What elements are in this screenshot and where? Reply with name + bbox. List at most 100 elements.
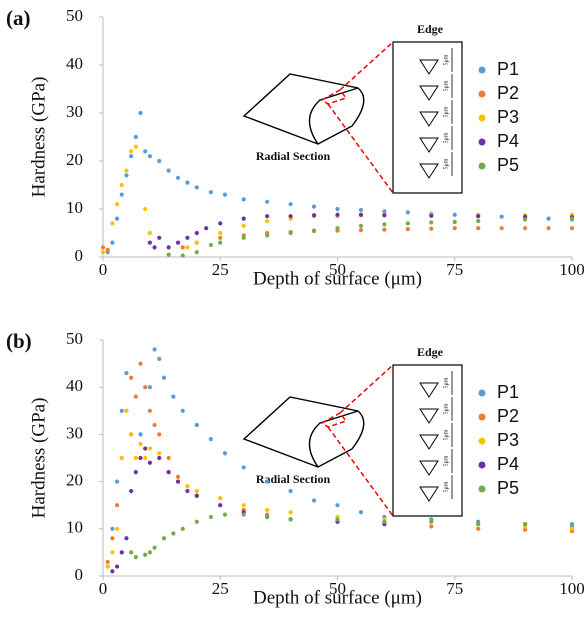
annotation: Edge xyxy=(417,345,444,359)
point xyxy=(100,250,106,255)
point xyxy=(265,514,270,520)
zoom-box xyxy=(392,364,463,517)
point xyxy=(476,526,481,531)
point xyxy=(429,213,434,218)
point xyxy=(241,223,246,228)
point xyxy=(166,470,171,475)
y-tick-label: 50 xyxy=(66,329,83,348)
point xyxy=(358,223,364,228)
indent xyxy=(419,434,439,450)
point xyxy=(288,510,293,515)
point xyxy=(105,559,110,564)
scale-label: 5μm xyxy=(443,377,449,388)
point xyxy=(452,219,457,225)
point xyxy=(185,235,190,240)
point xyxy=(335,517,340,522)
panel: (a) 0 10 20 30 40 50 0 25 50 75 100 Depth of surface… xyxy=(6,6,585,290)
point xyxy=(265,479,270,484)
point xyxy=(218,496,223,501)
point xyxy=(147,385,152,390)
point xyxy=(157,455,162,461)
legend-swatch xyxy=(478,437,486,445)
y-tick-label: 20 xyxy=(66,471,83,490)
point xyxy=(194,250,199,255)
point xyxy=(288,488,293,494)
point xyxy=(129,432,134,437)
point xyxy=(452,226,457,231)
point xyxy=(114,564,120,569)
point xyxy=(194,493,199,498)
point xyxy=(147,446,152,451)
point xyxy=(311,228,317,233)
legend-label: P2 xyxy=(497,83,519,103)
legend-swatch xyxy=(478,138,486,146)
point xyxy=(405,221,410,226)
point xyxy=(138,432,143,437)
point xyxy=(218,221,223,226)
point xyxy=(358,510,364,515)
point xyxy=(152,245,157,250)
point xyxy=(265,199,270,204)
point xyxy=(288,517,293,522)
point xyxy=(152,422,157,428)
point xyxy=(569,526,575,531)
y-tick-label: 0 xyxy=(75,246,84,265)
point xyxy=(429,226,434,231)
point xyxy=(288,214,293,219)
point xyxy=(429,519,434,524)
point xyxy=(208,514,213,520)
point xyxy=(499,214,504,219)
scale-label: 5μm xyxy=(443,481,449,492)
indent xyxy=(419,408,439,424)
point xyxy=(335,212,340,217)
y-tick-label: 10 xyxy=(66,518,83,537)
indent xyxy=(419,460,439,476)
x-tick-label: 50 xyxy=(329,579,346,598)
point xyxy=(129,550,134,555)
x-tick-label: 50 xyxy=(329,260,346,279)
point xyxy=(166,168,171,173)
point xyxy=(110,569,115,574)
point xyxy=(180,408,185,413)
point xyxy=(110,550,115,555)
point xyxy=(476,226,481,231)
point xyxy=(194,240,199,245)
point xyxy=(185,180,190,185)
point xyxy=(143,149,148,154)
legend-swatch xyxy=(478,114,486,122)
point xyxy=(476,214,481,219)
point xyxy=(382,213,387,218)
point xyxy=(523,521,528,527)
legend-label: P2 xyxy=(497,406,519,426)
point xyxy=(157,235,162,240)
x-tick-label: 75 xyxy=(446,260,463,279)
point xyxy=(147,408,152,413)
point xyxy=(157,432,162,437)
point xyxy=(166,245,171,250)
point xyxy=(133,134,138,140)
x-tick-label: 100 xyxy=(559,579,585,598)
point xyxy=(311,498,317,503)
point xyxy=(110,221,115,226)
annotation: Edge xyxy=(417,22,444,36)
point xyxy=(222,451,228,456)
legend-label: P1 xyxy=(497,59,519,79)
point xyxy=(124,168,129,173)
legend-label: P4 xyxy=(497,454,519,474)
point xyxy=(265,218,270,224)
legend-label: P5 xyxy=(497,155,519,175)
point xyxy=(476,521,481,527)
x-tick-label: 100 xyxy=(559,260,585,279)
point xyxy=(358,207,364,213)
y-tick-label: 40 xyxy=(66,376,83,395)
point xyxy=(241,197,246,202)
legend-label: P4 xyxy=(497,131,519,151)
point xyxy=(171,394,176,399)
y-axis-label: Hardness (GPa) xyxy=(28,398,49,519)
scale-label: 5μm xyxy=(443,455,449,466)
point xyxy=(110,536,115,541)
point xyxy=(133,555,138,560)
point xyxy=(382,222,387,227)
point xyxy=(569,216,575,221)
point xyxy=(194,422,199,428)
